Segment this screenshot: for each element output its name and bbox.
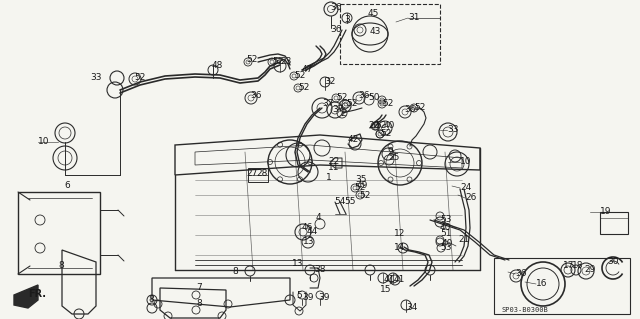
- Text: 52: 52: [380, 130, 392, 138]
- Text: 37: 37: [332, 106, 344, 115]
- Text: 46: 46: [302, 224, 314, 233]
- Text: 43: 43: [370, 27, 381, 36]
- Bar: [340, 4, 440, 64]
- Text: 16: 16: [536, 279, 547, 288]
- Text: 45: 45: [368, 10, 380, 19]
- Text: 48: 48: [212, 62, 223, 70]
- Text: 50: 50: [368, 93, 380, 102]
- Text: 24: 24: [460, 183, 471, 192]
- Text: 4: 4: [316, 213, 322, 222]
- Text: 53: 53: [440, 243, 451, 253]
- Text: 51: 51: [440, 229, 451, 239]
- Text: 35: 35: [355, 175, 367, 184]
- Text: 53: 53: [440, 216, 451, 225]
- Text: 41: 41: [394, 276, 405, 285]
- Text: 52: 52: [414, 103, 426, 113]
- Text: 26: 26: [465, 194, 476, 203]
- Text: 30: 30: [607, 257, 618, 266]
- Text: 36: 36: [515, 270, 527, 278]
- Text: FR.: FR.: [28, 289, 46, 299]
- Text: 52: 52: [298, 84, 309, 93]
- Text: 29: 29: [584, 265, 595, 275]
- Text: 2: 2: [340, 108, 346, 117]
- Text: 52: 52: [246, 56, 257, 64]
- Text: 18: 18: [572, 261, 584, 270]
- Text: 52: 52: [134, 73, 145, 83]
- Text: 10: 10: [460, 158, 472, 167]
- Text: 36: 36: [358, 92, 369, 100]
- Text: 21: 21: [458, 235, 469, 244]
- Text: 32: 32: [324, 78, 335, 86]
- Text: 36: 36: [330, 4, 342, 12]
- Text: 36: 36: [404, 106, 415, 115]
- Text: 20: 20: [368, 122, 380, 130]
- Text: 41: 41: [384, 276, 396, 285]
- Text: 42: 42: [348, 136, 359, 145]
- Text: 10: 10: [38, 137, 49, 146]
- Text: 40: 40: [384, 122, 396, 130]
- Text: 52: 52: [382, 100, 394, 108]
- Text: 28: 28: [256, 169, 268, 179]
- Text: 49: 49: [357, 181, 369, 189]
- Text: 52: 52: [346, 100, 357, 108]
- Bar: [600, 212, 628, 234]
- Text: 14: 14: [394, 243, 405, 253]
- Bar: [494, 258, 630, 314]
- Text: 52: 52: [375, 122, 387, 130]
- Text: 8: 8: [148, 295, 154, 305]
- Text: 11: 11: [328, 164, 339, 173]
- Text: 44: 44: [307, 227, 318, 236]
- Text: 8: 8: [58, 262, 64, 271]
- Text: 37: 37: [322, 100, 333, 108]
- Text: 22: 22: [328, 158, 339, 167]
- Text: 33: 33: [90, 73, 102, 83]
- Text: 47: 47: [302, 65, 314, 75]
- Text: 36: 36: [250, 92, 262, 100]
- Polygon shape: [14, 285, 38, 308]
- Text: 54: 54: [334, 197, 346, 206]
- Text: 23: 23: [280, 57, 291, 66]
- Text: 55: 55: [344, 197, 355, 206]
- Text: 39: 39: [318, 293, 330, 302]
- Text: 12: 12: [394, 229, 405, 239]
- Text: 13: 13: [303, 238, 314, 247]
- Text: 38: 38: [314, 265, 326, 275]
- Text: 52: 52: [359, 190, 371, 199]
- Text: 8: 8: [196, 300, 202, 308]
- Text: SP03-B0300B: SP03-B0300B: [502, 307, 548, 313]
- Text: 6: 6: [64, 182, 70, 190]
- Bar: [248, 168, 268, 182]
- Text: 36: 36: [330, 26, 342, 34]
- Text: 3: 3: [344, 16, 349, 25]
- Text: 19: 19: [600, 207, 611, 217]
- Text: 34: 34: [406, 302, 417, 311]
- Text: 52: 52: [294, 71, 305, 80]
- Text: 31: 31: [408, 13, 419, 23]
- Text: 39: 39: [302, 293, 314, 302]
- Text: 15: 15: [380, 285, 392, 293]
- Text: 13: 13: [292, 259, 303, 269]
- Text: 52: 52: [354, 183, 365, 192]
- Text: 52: 52: [336, 93, 348, 102]
- Text: 40: 40: [442, 240, 453, 249]
- Text: 40: 40: [440, 224, 451, 233]
- Text: 25: 25: [388, 153, 399, 162]
- Text: 5: 5: [296, 292, 301, 300]
- Text: 1: 1: [326, 174, 332, 182]
- Text: 17: 17: [563, 261, 575, 270]
- Text: 7: 7: [196, 283, 202, 292]
- Text: 9: 9: [387, 147, 393, 157]
- Text: 52: 52: [272, 57, 284, 66]
- Text: 27: 27: [246, 169, 257, 179]
- Text: 33: 33: [447, 125, 458, 135]
- Text: 8: 8: [232, 268, 237, 277]
